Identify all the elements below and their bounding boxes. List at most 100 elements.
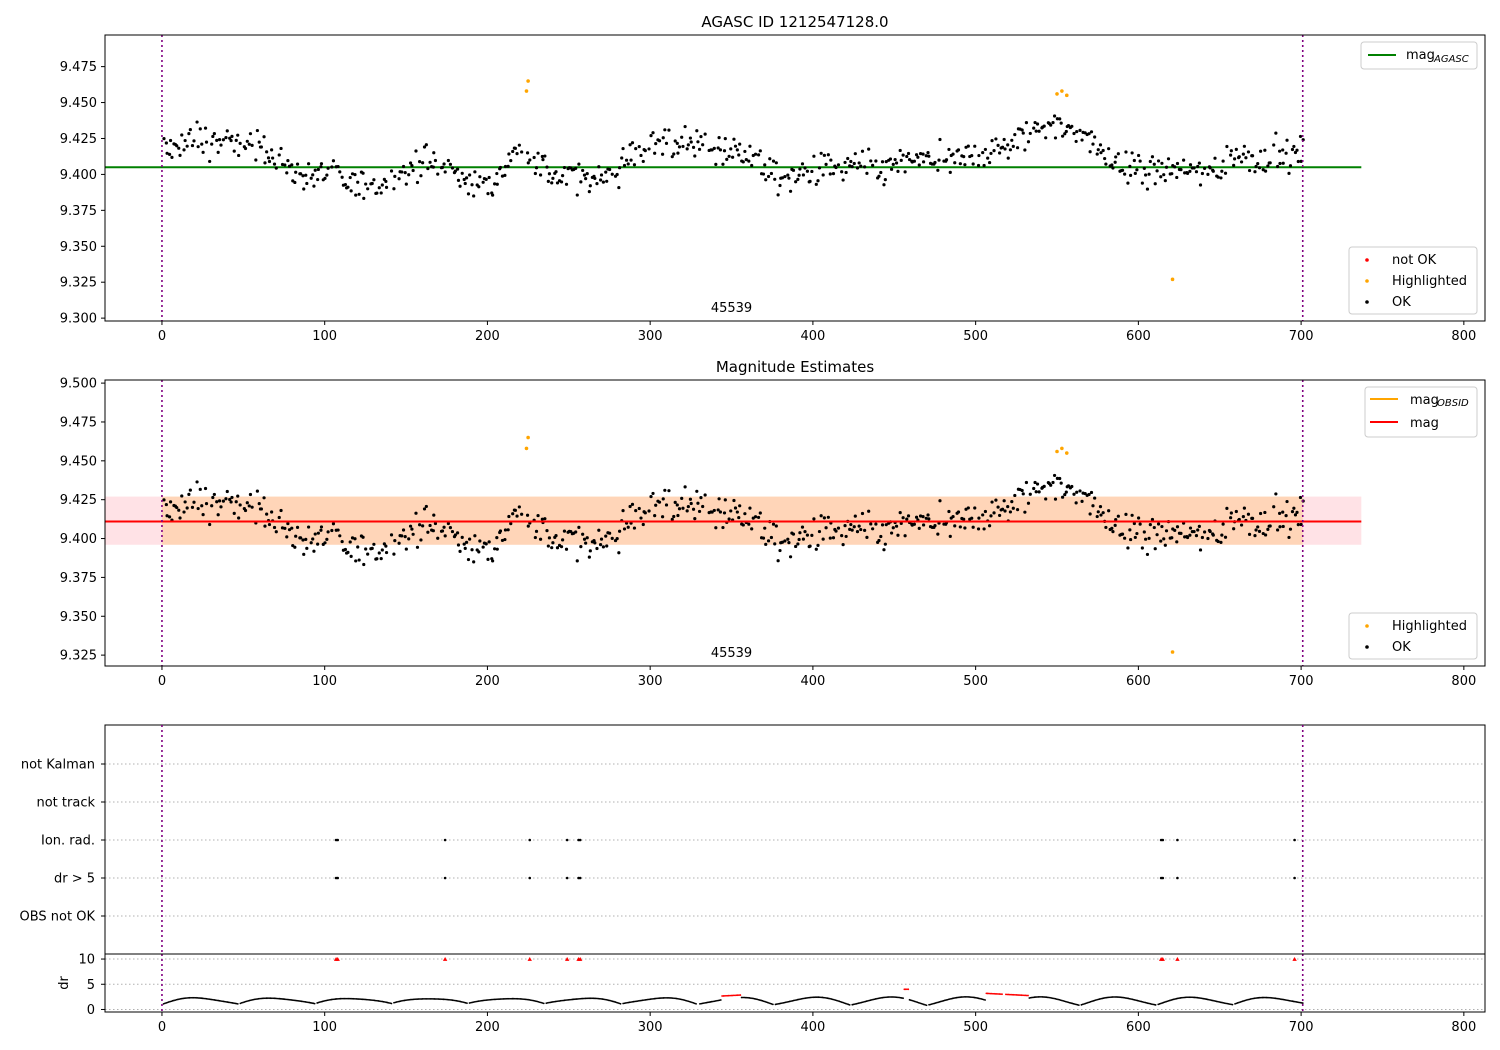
ok-point (778, 183, 782, 188)
ok-point (814, 182, 818, 186)
ok-point (727, 517, 731, 521)
dr-point (594, 997, 597, 1000)
ok-point (370, 546, 374, 550)
ok-point (477, 550, 481, 554)
dr-point (1045, 996, 1048, 999)
ok-point (1237, 517, 1241, 522)
ok-point (283, 163, 287, 167)
dr-point (437, 998, 440, 1000)
ok-point (1285, 499, 1289, 504)
ok-point (1138, 159, 1142, 163)
ok-point (228, 136, 232, 140)
ok-point (1295, 510, 1299, 514)
dr-point (893, 996, 895, 998)
ok-point (1101, 148, 1105, 153)
ok-point (1107, 509, 1111, 513)
dr-point (577, 997, 580, 1000)
ok-point (1130, 513, 1134, 517)
ok-point (921, 160, 926, 164)
ok-point (1296, 159, 1300, 164)
ok-point (595, 546, 599, 551)
ok-point (446, 158, 450, 163)
ok-point (763, 163, 767, 167)
ok-point (380, 548, 384, 552)
dr-point (260, 997, 263, 1000)
ok-point (1124, 150, 1128, 154)
ok-point (1074, 501, 1078, 505)
ok-point (433, 158, 438, 163)
ok-point (1229, 516, 1233, 520)
dr-point (501, 998, 503, 1000)
ok-point (419, 174, 423, 178)
ok-point (432, 151, 436, 155)
x-tick-label: 500 (963, 329, 988, 344)
dr-point (408, 998, 411, 1001)
ok-point (761, 536, 766, 540)
ok-point (1135, 531, 1139, 536)
legend-marker (1365, 279, 1369, 283)
legend-marker (1365, 645, 1369, 649)
ok-point (196, 506, 200, 511)
ok-point (331, 159, 336, 163)
dr-point (283, 998, 286, 1001)
dr-point (894, 996, 897, 999)
ok-point (756, 515, 761, 520)
ok-point (626, 162, 630, 166)
ok-point (756, 153, 761, 157)
ok-point (683, 485, 687, 489)
ok-point (1033, 480, 1037, 485)
dr-point (1267, 996, 1270, 999)
ok-point (293, 545, 297, 549)
ok-point (962, 154, 966, 159)
ok-point (1281, 148, 1285, 152)
ok-point (294, 170, 298, 174)
highlighted-point (526, 79, 530, 83)
y-tick-label: 9.475 (60, 60, 97, 75)
ok-point (970, 516, 974, 520)
dr-point (425, 997, 428, 1000)
ok-point (882, 548, 886, 552)
ok-point (168, 138, 173, 143)
ok-point (976, 527, 981, 531)
y-tick-label: 9.400 (60, 168, 97, 183)
y-tick-label: 9.500 (60, 377, 97, 392)
ok-point (259, 145, 263, 149)
dr-point (652, 997, 654, 1000)
ok-point (393, 174, 397, 178)
ok-point (794, 180, 798, 184)
ok-point (287, 528, 292, 532)
y-tick-label: 9.350 (60, 610, 97, 625)
ok-point (1278, 511, 1282, 516)
ok-point (783, 175, 787, 179)
ok-point (1221, 159, 1225, 163)
ok-point (629, 158, 633, 162)
ok-point (776, 193, 780, 197)
ok-point (1123, 172, 1127, 176)
ok-point (177, 508, 181, 512)
ok-point (731, 155, 735, 159)
legend-marker (1365, 300, 1369, 304)
ok-point (265, 512, 269, 516)
ok-point (597, 528, 601, 532)
ok-point (357, 192, 361, 196)
ok-point (455, 167, 460, 171)
y-tick-label: 9.350 (60, 240, 97, 255)
ok-point (587, 190, 591, 194)
ok-point (927, 517, 931, 521)
ok-point (766, 539, 771, 543)
ok-point (424, 143, 428, 147)
ok-point (250, 505, 254, 509)
dr-point (272, 997, 274, 1000)
x-tick-label: 600 (1126, 329, 1151, 344)
ok-point (850, 165, 854, 169)
ok-point (442, 162, 446, 166)
ok-point (836, 526, 841, 530)
ok-point (891, 526, 895, 530)
dr-outlier-marker (1160, 957, 1165, 961)
ok-point (238, 503, 242, 507)
dr-point (275, 997, 278, 1000)
dr-point (352, 997, 355, 1000)
ok-point (981, 150, 985, 155)
dr-point (285, 998, 287, 1001)
flag-point (1176, 876, 1179, 880)
